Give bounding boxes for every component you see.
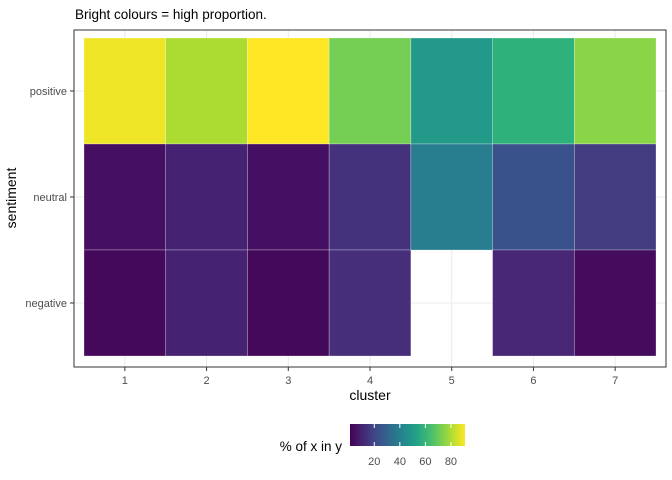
x-tick-label: 5 (449, 375, 455, 387)
heatmap-tiles (83, 37, 657, 357)
heatmap-tile-negative-2 (165, 249, 248, 357)
legend-tick-label: 60 (419, 456, 431, 468)
plot-panel (73, 29, 667, 368)
x-axis-title: cluster (349, 387, 391, 403)
heatmap-tile-neutral-7 (573, 143, 657, 251)
y-tick-label: positive (30, 86, 67, 98)
legend-colorbar (350, 424, 465, 446)
heatmap-tile-neutral-5 (410, 143, 493, 251)
y-tick-label: negative (25, 298, 67, 310)
heatmap-tile-negative-4 (328, 249, 412, 357)
heatmap-tile-positive-4 (328, 37, 412, 145)
heatmap-tile-neutral-4 (328, 143, 412, 251)
heatmap-tile-negative-3 (247, 249, 330, 357)
chart-title: Bright colours = high proportion. (75, 7, 267, 22)
legend-title: % of x in y (280, 439, 343, 454)
legend-tick-label: 20 (368, 456, 380, 468)
heatmap-tile-neutral-1 (83, 143, 167, 251)
heatmap-tile-neutral-2 (165, 143, 248, 251)
legend-tick-label: 80 (445, 456, 457, 468)
heatmap-tile-neutral-6 (492, 143, 575, 251)
heatmap-tile-positive-6 (492, 37, 575, 145)
heatmap-tile-negative-7 (573, 249, 657, 357)
x-tick-label: 3 (285, 375, 291, 387)
x-tick-label: 7 (612, 375, 618, 387)
heatmap-tile-negative-6 (492, 249, 575, 357)
heatmap-tile-positive-2 (165, 37, 248, 145)
y-tick-label: neutral (33, 192, 67, 204)
y-axis-title: sentiment (3, 168, 19, 229)
x-axis: 1 2 3 4 5 6 7 (122, 367, 618, 387)
y-axis: positive neutral negative (25, 86, 74, 310)
legend-tick-label: 40 (394, 456, 406, 468)
heatmap-tile-positive-7 (573, 37, 657, 145)
x-tick-label: 6 (530, 375, 536, 387)
heatmap-tile-positive-5 (410, 37, 493, 145)
heatmap-tile-negative-1 (83, 249, 167, 357)
x-tick-label: 4 (367, 375, 373, 387)
legend-ticks: 20 40 60 80 (368, 424, 457, 468)
x-tick-label: 2 (204, 375, 210, 387)
heatmap-tile-positive-3 (247, 37, 330, 145)
heatmap-tile-neutral-3 (247, 143, 330, 251)
heatmap-tile-positive-1 (83, 37, 167, 145)
x-tick-label: 1 (122, 375, 128, 387)
color-legend: % of x in y 20 40 60 80 (280, 424, 465, 468)
